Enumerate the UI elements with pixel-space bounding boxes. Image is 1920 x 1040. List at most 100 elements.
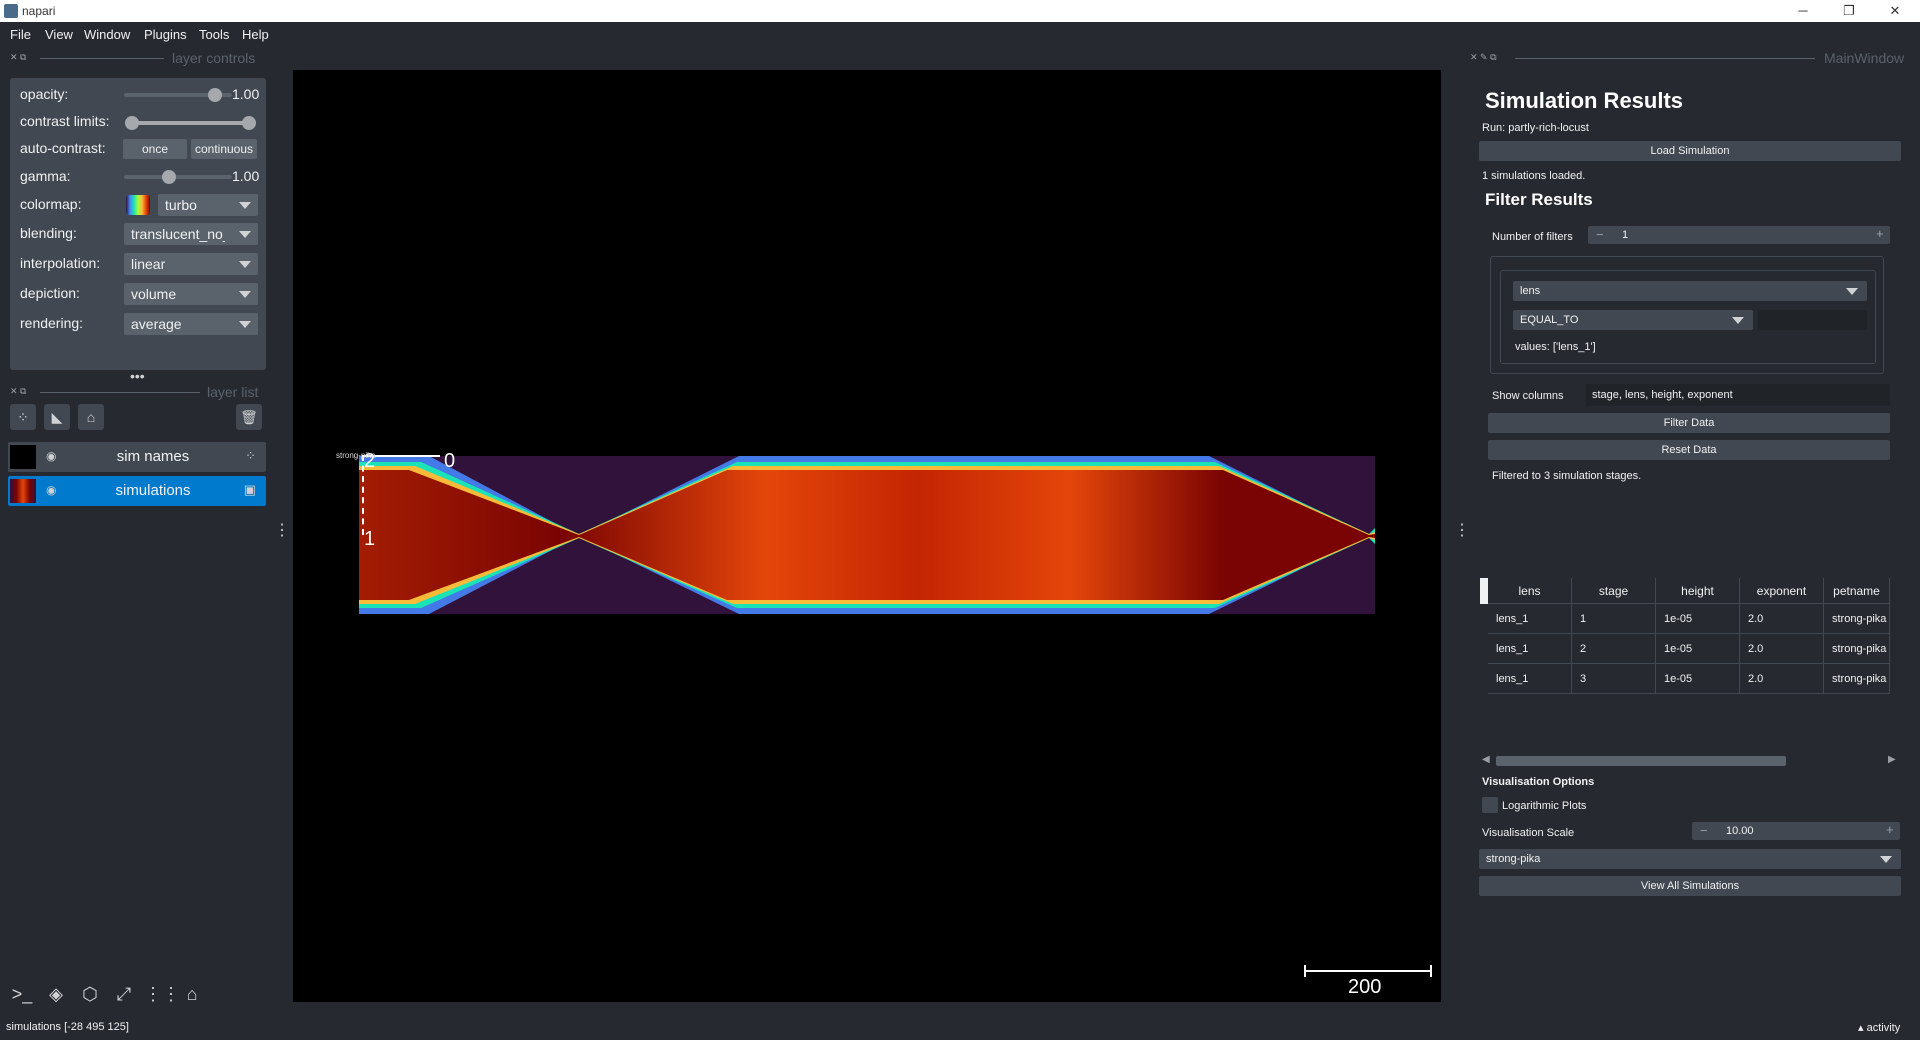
table-cell[interactable]: 1	[1572, 604, 1656, 634]
auto-contrast-once-button[interactable]: once	[123, 139, 187, 159]
layer-row-sim-names[interactable]: ◉ sim names ⁘	[8, 442, 266, 472]
menu-tools[interactable]: Tools	[199, 27, 230, 42]
filter-value-input[interactable]	[1758, 310, 1867, 330]
filter-column-dropdown[interactable]: lens	[1513, 281, 1867, 301]
table-cell[interactable]: 1e-05	[1656, 634, 1740, 664]
menu-help[interactable]: Help	[242, 27, 269, 42]
filtered-status-text: Filtered to 3 simulation stages.	[1492, 470, 1642, 482]
contrast-limits-slider[interactable]	[132, 121, 256, 125]
table-header-petname[interactable]: petname	[1824, 578, 1890, 604]
auto-contrast-label: auto-contrast:	[20, 140, 106, 156]
dock-float-icons[interactable]: ✕ ⧉	[10, 52, 27, 62]
new-points-layer-icon[interactable]: ⁘	[10, 404, 36, 430]
splitter-handle-icon[interactable]: •••	[130, 368, 145, 384]
ndisplay-toggle-icon[interactable]: ◈	[49, 984, 63, 1004]
filter-operator-dropdown[interactable]: EQUAL_TO	[1513, 310, 1753, 330]
grid-view-icon[interactable]: ⋮⋮	[144, 984, 180, 1004]
table-cell[interactable]: lens_1	[1488, 604, 1572, 634]
table-header-stage[interactable]: stage	[1572, 578, 1656, 604]
scrollbar-thumb[interactable]	[1496, 756, 1786, 766]
table-corner-button[interactable]	[1480, 578, 1488, 604]
table-cell[interactable]: lens_1	[1488, 634, 1572, 664]
visualisation-scale-spinbox[interactable]: − 10.00 +	[1692, 822, 1900, 840]
dock-float-icons[interactable]: ✕ ⧉	[10, 386, 27, 396]
gamma-slider-handle[interactable]	[162, 170, 176, 184]
visibility-eye-icon[interactable]: ◉	[46, 483, 57, 497]
dock-float-icons[interactable]: ✕ ✎ ⧉	[1470, 52, 1497, 62]
dock-title-divider	[1515, 58, 1815, 59]
depiction-dropdown[interactable]: volume	[124, 283, 258, 305]
menu-window[interactable]: Window	[84, 27, 131, 42]
table-cell[interactable]: strong-pika	[1824, 634, 1890, 664]
menu-plugins[interactable]: Plugins	[144, 27, 187, 42]
show-columns-input[interactable]: stage, lens, height, exponent	[1586, 384, 1890, 406]
layer-thumbnail	[10, 445, 36, 469]
table-header-lens[interactable]: lens	[1488, 578, 1572, 604]
close-button[interactable]: ✕	[1889, 3, 1901, 18]
colormap-dropdown[interactable]: turbo	[158, 194, 258, 216]
visibility-eye-icon[interactable]: ◉	[46, 449, 57, 463]
roll-dims-icon[interactable]: ⬡	[82, 984, 98, 1004]
delete-layer-icon[interactable]: 🗑	[236, 404, 262, 430]
chevron-down-icon	[239, 202, 251, 209]
table-header-height[interactable]: height	[1656, 578, 1740, 604]
transpose-icon[interactable]: ⤢	[116, 984, 132, 1004]
opacity-slider[interactable]	[124, 93, 232, 97]
menu-file[interactable]: File	[10, 27, 31, 42]
more-options-icon[interactable]: ⋮	[1454, 522, 1470, 539]
table-header-exponent[interactable]: exponent	[1740, 578, 1824, 604]
home-icon[interactable]: ⌂	[186, 984, 198, 1004]
layer-name: sim names	[116, 448, 190, 465]
gamma-value: 1.00	[232, 168, 260, 184]
rendering-dropdown[interactable]: average	[124, 313, 258, 335]
table-cell[interactable]: lens_1	[1488, 664, 1572, 694]
table-horizontal-scrollbar[interactable]: ◀ ▶	[1480, 754, 1900, 768]
reset-data-button[interactable]: Reset Data	[1488, 440, 1890, 460]
load-simulation-button[interactable]: Load Simulation	[1479, 141, 1901, 161]
activity-toggle[interactable]: ▴ activity	[1858, 1022, 1901, 1034]
opacity-slider-handle[interactable]	[208, 88, 222, 102]
interpolation-value: linear	[131, 256, 166, 272]
chevron-down-icon	[239, 261, 251, 268]
scroll-left-icon[interactable]: ◀	[1482, 754, 1490, 765]
dock-title-divider	[40, 58, 164, 59]
contrast-min-handle[interactable]	[125, 116, 139, 130]
number-of-filters-spinbox[interactable]: − 1 +	[1588, 226, 1890, 244]
new-labels-layer-icon[interactable]: ⌂	[78, 404, 104, 430]
new-shapes-layer-icon[interactable]: ◣	[44, 404, 70, 430]
table-cell[interactable]: 3	[1572, 664, 1656, 694]
blending-label: blending:	[20, 225, 77, 241]
rendering-label: rendering:	[20, 315, 84, 331]
decrement-icon[interactable]: −	[1596, 227, 1604, 242]
filter-data-button[interactable]: Filter Data	[1488, 413, 1890, 433]
scroll-right-icon[interactable]: ▶	[1888, 754, 1896, 765]
table-cell[interactable]: 2.0	[1740, 634, 1824, 664]
contrast-max-handle[interactable]	[242, 116, 256, 130]
visualisation-scale-label: Visualisation Scale	[1482, 827, 1575, 839]
increment-icon[interactable]: +	[1886, 822, 1894, 837]
interpolation-dropdown[interactable]: linear	[124, 253, 258, 275]
minimize-button[interactable]: ─	[1798, 3, 1808, 18]
table-cell[interactable]: 1e-05	[1656, 604, 1740, 634]
view-all-simulations-button[interactable]: View All Simulations	[1479, 876, 1901, 896]
table-cell[interactable]: 1e-05	[1656, 664, 1740, 694]
layer-row-simulations[interactable]: ◉ simulations ▣	[8, 476, 266, 506]
gamma-slider[interactable]	[124, 175, 232, 179]
more-options-icon[interactable]: ⋮	[274, 522, 290, 539]
contrast-limits-label: contrast limits:	[20, 113, 110, 129]
logarithmic-plots-checkbox[interactable]	[1482, 797, 1498, 813]
auto-contrast-continuous-button[interactable]: continuous	[191, 139, 257, 159]
menu-view[interactable]: View	[45, 27, 73, 42]
scale-bar-tick	[1430, 965, 1432, 977]
table-cell[interactable]: 2	[1572, 634, 1656, 664]
table-cell[interactable]: 2.0	[1740, 664, 1824, 694]
table-cell[interactable]: strong-pika	[1824, 664, 1890, 694]
increment-icon[interactable]: +	[1876, 226, 1884, 241]
restore-button[interactable]: ❐	[1843, 3, 1855, 18]
simulation-select-dropdown[interactable]: strong-pika	[1479, 849, 1901, 869]
table-cell[interactable]: strong-pika	[1824, 604, 1890, 634]
console-icon[interactable]: >_	[11, 984, 33, 1004]
decrement-icon[interactable]: −	[1700, 823, 1708, 838]
blending-dropdown[interactable]: translucent_no_depth	[124, 223, 258, 245]
table-cell[interactable]: 2.0	[1740, 604, 1824, 634]
